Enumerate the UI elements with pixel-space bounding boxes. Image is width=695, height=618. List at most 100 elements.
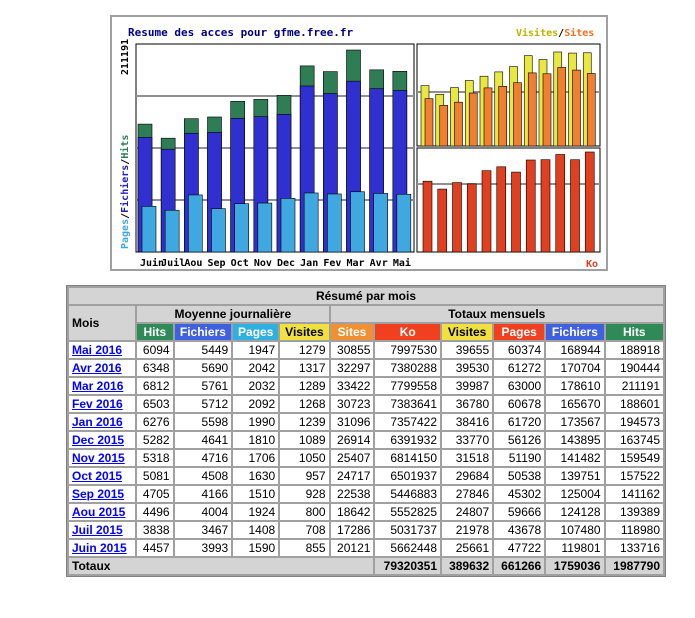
month-link[interactable]: Juil 2015 (72, 523, 123, 537)
value-cell: 3467 (174, 522, 232, 538)
bar-sites (557, 67, 567, 147)
month-link[interactable]: Aou 2015 (72, 505, 126, 519)
usage-chart: Resume des acces pour gfme.free.fr Juin J… (110, 15, 608, 271)
value-cell: 1706 (233, 450, 279, 466)
table-row: Oct 2015 5081 4508 1630 957 24717 6501937 29684… (69, 468, 663, 484)
value-cell: 2092 (233, 396, 279, 412)
value-cell: 6391932 (375, 432, 441, 448)
month-cell: Aou 2015 (69, 504, 136, 520)
month-link[interactable]: Nov 2015 (72, 451, 125, 465)
value-cell: 1590 (233, 540, 279, 556)
value-cell: 133716 (605, 540, 663, 556)
table-row: Aou 2015 4496 4004 1924 800 18642 5552825 24807… (69, 504, 663, 520)
monthly-totals-header: Totaux mensuels (330, 306, 663, 322)
value-cell: 5662448 (375, 540, 441, 556)
value-cell: 957 (280, 468, 329, 484)
bar-sites (513, 82, 522, 147)
value-cell: 1279 (280, 342, 329, 358)
value-cell: 5690 (174, 360, 232, 376)
value-cell: 18642 (330, 504, 374, 520)
table-row: Fev 2016 6503 5712 2092 1268 30723 7383641 3678… (69, 396, 663, 412)
bar-ko (540, 159, 551, 253)
month-cell: Sep 2015 (69, 486, 136, 502)
value-cell: 708 (280, 522, 329, 538)
bar-pages (234, 203, 249, 253)
value-cell: 22538 (330, 486, 374, 502)
month-cell: Mar 2016 (69, 378, 136, 394)
value-cell: 25661 (442, 540, 493, 556)
value-cell: 56126 (494, 432, 545, 448)
value-cell: 61720 (494, 414, 545, 430)
value-cell: 27846 (442, 486, 493, 502)
value-cell: 2042 (233, 360, 279, 376)
month-cell: Avr 2016 (69, 360, 136, 376)
visits-ymax-label: 39987 (604, 49, 606, 79)
total-cell: 661266 (494, 558, 545, 574)
daily-col-hits: Hits (137, 324, 173, 340)
value-cell: 5282 (137, 432, 173, 448)
bar-ko (555, 154, 566, 253)
value-cell: 194573 (605, 414, 663, 430)
month-tick-label: Juil (161, 257, 185, 269)
main-axis-title: Pages/Fichiers/Hits (119, 135, 131, 249)
month-link[interactable]: Fev 2016 (72, 397, 123, 411)
value-cell: 4166 (174, 486, 232, 502)
bar-pages (350, 191, 365, 253)
month-tick-label: Avr (370, 258, 388, 269)
value-cell: 143895 (546, 432, 604, 448)
month-link[interactable]: Oct 2015 (72, 469, 123, 483)
value-cell: 165670 (546, 396, 604, 412)
value-cell: 30855 (330, 342, 374, 358)
bar-sites (468, 92, 478, 147)
value-cell: 4641 (174, 432, 232, 448)
bar-pages (396, 193, 412, 253)
bar-ko (481, 170, 492, 253)
bar-pages (303, 192, 319, 253)
value-cell: 6814150 (375, 450, 441, 466)
month-link[interactable]: Jan 2016 (72, 415, 123, 429)
value-cell: 139389 (605, 504, 663, 520)
month-link[interactable]: Sep 2015 (72, 487, 125, 501)
value-cell: 32297 (330, 360, 374, 376)
value-cell: 33770 (442, 432, 493, 448)
table-row: Juil 2015 3838 3467 1408 708 17286 5031737 2197… (69, 522, 663, 538)
table-title: Résumé par mois (69, 288, 663, 304)
value-cell: 61272 (494, 360, 545, 376)
value-cell: 188601 (605, 396, 663, 412)
value-cell: 5446883 (375, 486, 441, 502)
monthly-col-sites: Sites (330, 324, 374, 340)
value-cell: 30723 (330, 396, 374, 412)
value-cell: 25407 (330, 450, 374, 466)
monthly-summary-table: Résumé par mois Mois Moyenne journalière… (66, 285, 666, 577)
bar-sites (586, 73, 596, 147)
value-cell: 1239 (280, 414, 329, 430)
bar-sites (527, 72, 537, 147)
value-cell: 33422 (330, 378, 374, 394)
bar-sites (498, 85, 508, 147)
value-cell: 26914 (330, 432, 374, 448)
value-cell: 855 (280, 540, 329, 556)
value-cell: 1289 (280, 378, 329, 394)
monthly-col-ko: Ko (375, 324, 441, 340)
month-link[interactable]: Dec 2015 (72, 433, 125, 447)
table-row: Nov 2015 5318 4716 1706 1050 25407 6814150 3151… (69, 450, 663, 466)
value-cell: 50538 (494, 468, 545, 484)
month-tick-label: Nov (254, 258, 272, 269)
value-cell: 4705 (137, 486, 173, 502)
month-link[interactable]: Mar 2016 (72, 379, 124, 393)
bar-pages (188, 194, 203, 253)
month-link[interactable]: Avr 2016 (72, 361, 122, 375)
month-link[interactable]: Mai 2016 (72, 343, 123, 357)
value-cell: 107480 (546, 522, 604, 538)
value-cell: 1810 (233, 432, 279, 448)
month-link[interactable]: Juin 2015 (72, 541, 127, 555)
month-cell: Juil 2015 (69, 522, 136, 538)
bar-ko (525, 159, 536, 253)
value-cell: 7383641 (375, 396, 441, 412)
value-cell: 1510 (233, 486, 279, 502)
month-tick-label: Dec (277, 258, 295, 269)
table-row: Juin 2015 4457 3993 1590 855 20121 5662448 2566… (69, 540, 663, 556)
bar-pages (164, 209, 180, 253)
value-cell: 5449 (174, 342, 232, 358)
total-cell: 1759036 (546, 558, 604, 574)
